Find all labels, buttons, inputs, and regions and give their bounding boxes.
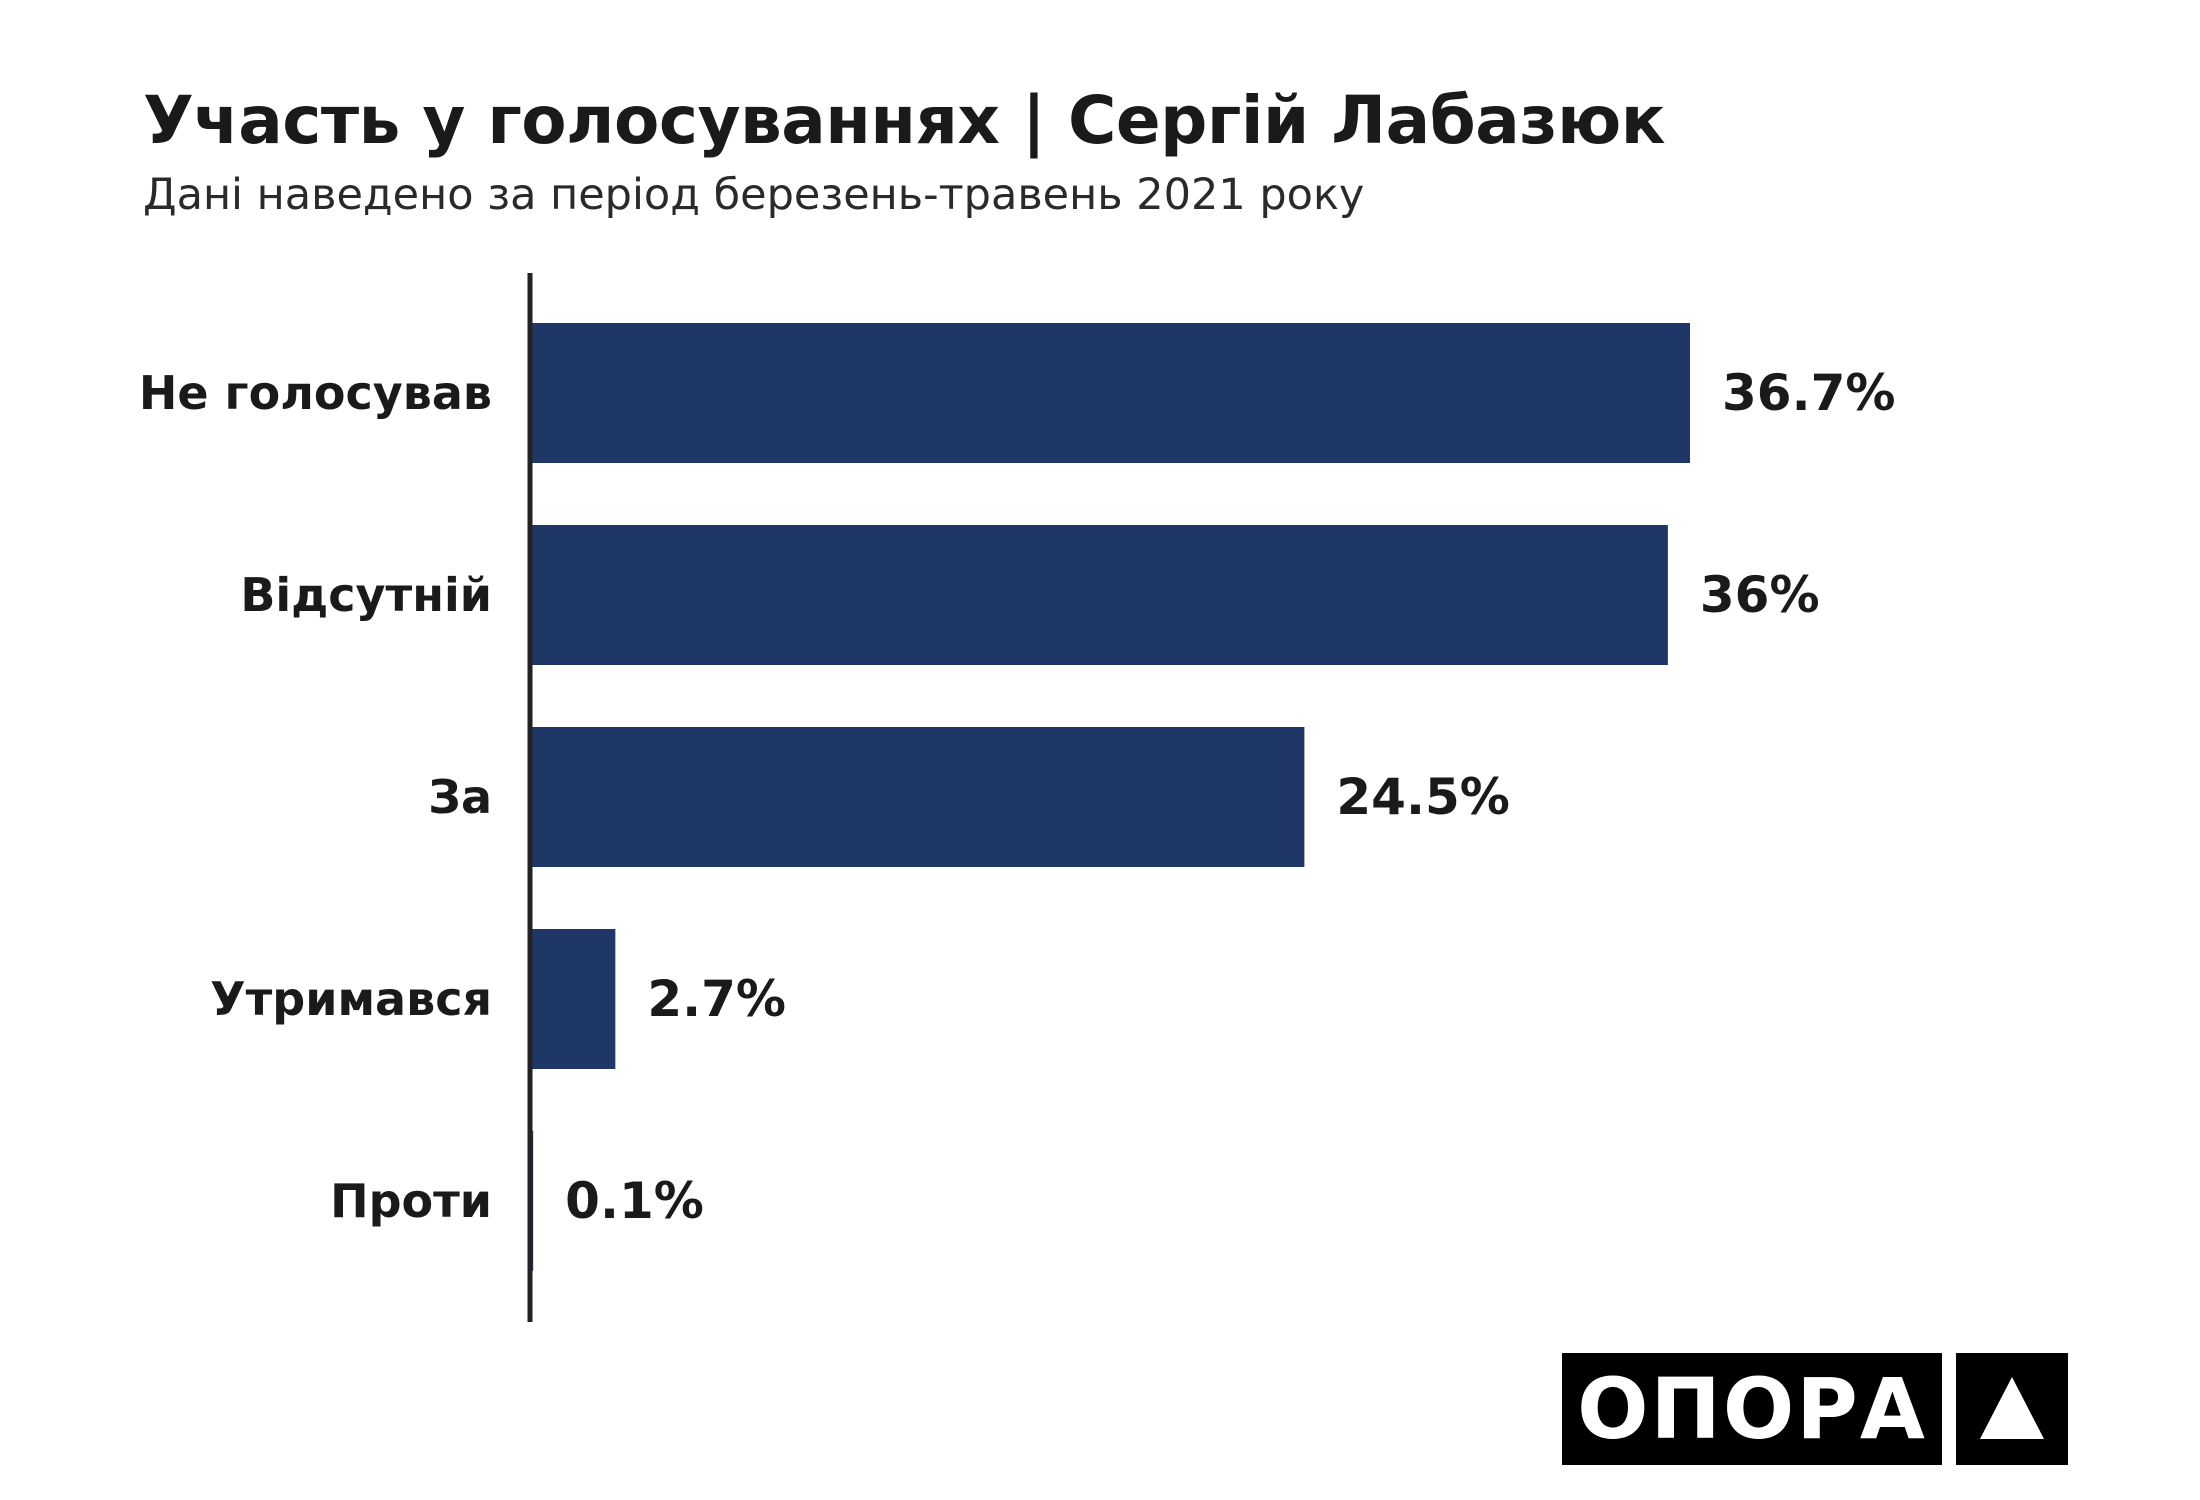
category-label: Проти bbox=[330, 1174, 492, 1228]
value-label: 36% bbox=[1700, 566, 1820, 624]
bar-3 bbox=[530, 727, 1305, 867]
triangle-icon-graphic bbox=[1980, 1377, 2044, 1439]
value-label: 0.1% bbox=[565, 1172, 704, 1230]
category-label: Не голосував bbox=[139, 366, 492, 420]
chart-subtitle: Дані наведено за період березень-травень… bbox=[143, 170, 1365, 220]
value-label: 24.5% bbox=[1336, 768, 1509, 826]
chart-title: Участь у голосуваннях | Сергій Лабазюк bbox=[143, 82, 1666, 159]
bars-layer: Не голосував 36.7% Відсутній 36% За 24.5% Утри… bbox=[139, 323, 1895, 1271]
category-label: Відсутній bbox=[240, 568, 492, 622]
value-label: 2.7% bbox=[647, 970, 786, 1028]
opora-logo: ОПОРА bbox=[1562, 1353, 2068, 1465]
logo-wordmark: ОПОРА bbox=[1562, 1353, 1942, 1465]
category-label: Утримався bbox=[210, 972, 492, 1026]
bar-4 bbox=[530, 929, 616, 1069]
value-label: 36.7% bbox=[1722, 364, 1895, 422]
bar-2 bbox=[530, 525, 1668, 665]
bar-1 bbox=[530, 323, 1690, 463]
triangle-icon bbox=[1956, 1353, 2068, 1465]
category-label: За bbox=[428, 770, 492, 824]
